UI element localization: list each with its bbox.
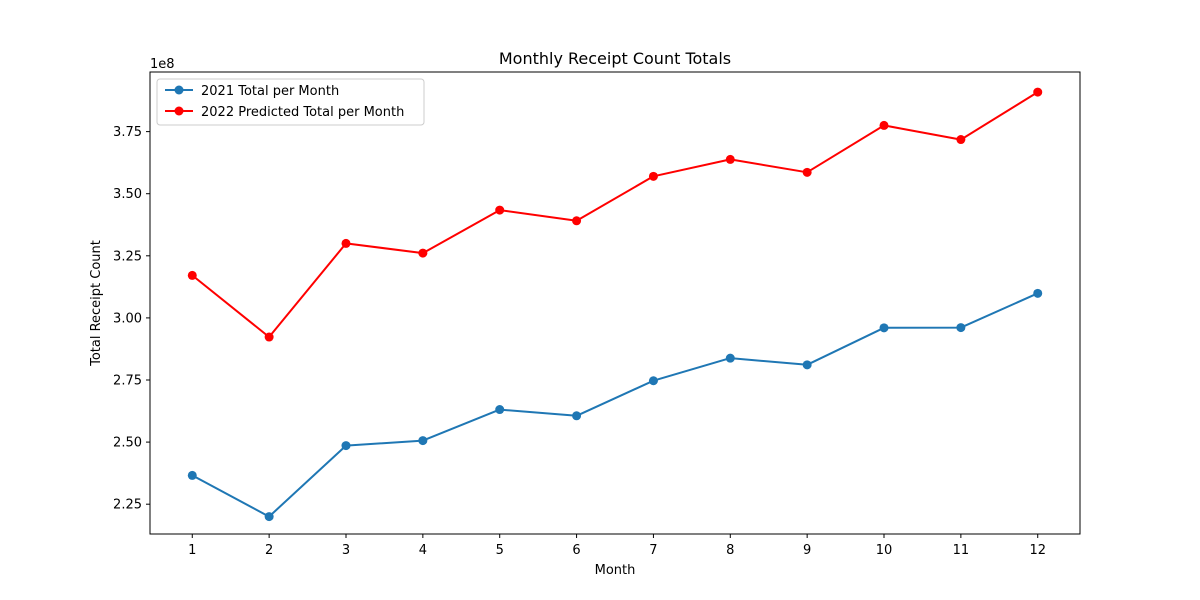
data-point (264, 512, 274, 522)
x-tick-label: 8 (726, 543, 734, 558)
x-tick-label: 2 (265, 543, 273, 558)
data-point (187, 470, 197, 480)
data-point (879, 323, 889, 333)
data-point (264, 332, 274, 342)
legend-label-2021: 2021 Total per Month (201, 84, 339, 99)
y-tick-label: 3.50 (113, 187, 142, 202)
data-point (802, 360, 812, 370)
y-axis-ticks: 2.25 2.50 2.75 3.00 3.25 3.50 3.75 (113, 125, 150, 513)
data-point (1033, 288, 1043, 298)
x-tick-label: 6 (572, 543, 580, 558)
data-point (187, 270, 197, 280)
data-point (1033, 87, 1043, 97)
x-axis-ticks: 1 2 3 4 5 6 7 8 9 10 11 12 (188, 534, 1046, 558)
y-scale-label: 1e8 (150, 57, 175, 72)
legend-marker-2021 (174, 85, 184, 95)
data-point (572, 411, 582, 421)
data-point (418, 248, 428, 258)
x-tick-label: 12 (1029, 543, 1046, 558)
data-point (725, 154, 735, 164)
data-point (648, 376, 658, 386)
x-axis-label: Month (595, 563, 636, 578)
y-tick-label: 2.75 (113, 374, 142, 389)
series-line-2021 (191, 292, 1039, 518)
x-tick-label: 3 (342, 543, 350, 558)
data-point (725, 353, 735, 363)
data-point (802, 167, 812, 177)
y-tick-label: 3.75 (113, 125, 142, 140)
data-point (418, 436, 428, 446)
x-tick-label: 7 (649, 543, 657, 558)
data-point (341, 441, 351, 451)
chart-title: Monthly Receipt Count Totals (499, 49, 731, 68)
x-tick-label: 5 (496, 543, 504, 558)
data-point (879, 120, 889, 130)
y-tick-label: 2.25 (113, 498, 142, 513)
legend-label-2022: 2022 Predicted Total per Month (201, 105, 404, 120)
data-point (495, 205, 505, 215)
series-layer (187, 87, 1043, 522)
x-tick-label: 10 (876, 543, 893, 558)
y-tick-label: 3.25 (113, 249, 142, 264)
y-tick-label: 3.00 (113, 311, 142, 326)
x-tick-label: 1 (188, 543, 196, 558)
data-point (956, 135, 966, 145)
legend-frame (156, 78, 425, 126)
data-point (572, 216, 582, 226)
x-tick-label: 11 (953, 543, 970, 558)
x-tick-label: 9 (803, 543, 811, 558)
legend: 2021 Total per Month 2022 Predicted Tota… (156, 78, 425, 126)
data-point (495, 405, 505, 415)
data-point (956, 323, 966, 333)
data-point (341, 238, 351, 248)
y-axis-label: Total Receipt Count (89, 240, 104, 367)
y-tick-label: 2.50 (113, 436, 142, 451)
series-line-2022 (191, 91, 1039, 338)
data-point (648, 171, 658, 181)
legend-marker-2022 (174, 106, 184, 116)
plot-frame (149, 71, 1081, 535)
x-tick-label: 4 (419, 543, 427, 558)
